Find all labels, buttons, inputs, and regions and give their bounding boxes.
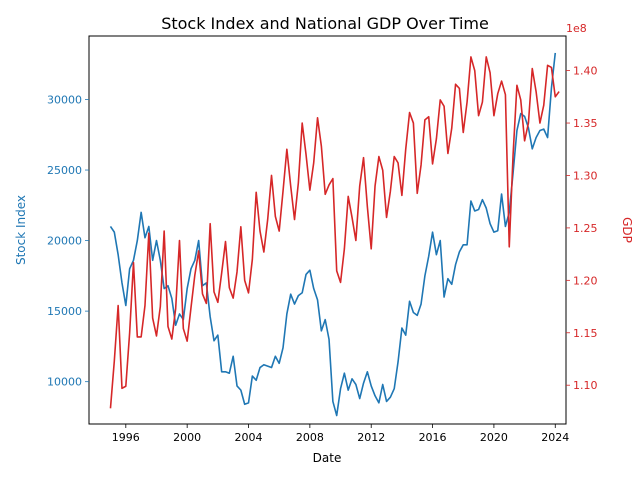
chart-title: Stock Index and National GDP Over Time	[161, 14, 489, 33]
x-axis: 1996 2000 2004 2008 2012 2016 2020 2024	[112, 424, 569, 444]
x-tick-label: 2004	[235, 431, 263, 444]
y-left-tick-label: 15000	[47, 305, 82, 318]
y-axis-right: 1.10 1.15 1.20 1.25 1.30 1.35 1.40	[566, 65, 598, 392]
y-right-tick-label: 1.35	[573, 117, 598, 130]
y-axis-left: 10000 15000 20000 25000 30000	[47, 93, 89, 389]
y-left-tick-label: 20000	[47, 235, 82, 248]
x-tick-label: 2012	[357, 431, 385, 444]
y-right-tick-label: 1.15	[573, 327, 598, 340]
x-tick-label: 2008	[296, 431, 324, 444]
y-left-tick-label: 10000	[47, 376, 82, 389]
gdp-line	[109, 56, 560, 409]
plot-area-frame	[88, 35, 567, 425]
y-left-tick-label: 30000	[47, 93, 82, 106]
x-tick-label: 2016	[419, 431, 447, 444]
series-layer	[109, 52, 560, 417]
x-tick-label: 2024	[541, 431, 569, 444]
y-right-tick-label: 1.25	[573, 222, 598, 235]
y-axis-right-multiplier: 1e8	[566, 22, 587, 35]
x-tick-label: 1996	[112, 431, 140, 444]
x-tick-label: 2020	[480, 431, 508, 444]
y-axis-left-label: Stock Index	[14, 195, 28, 265]
y-right-tick-label: 1.10	[573, 379, 598, 392]
y-axis-right-label: GDP	[620, 217, 634, 243]
y-left-tick-label: 25000	[47, 164, 82, 177]
x-axis-label: Date	[313, 451, 342, 465]
x-tick-label: 2000	[173, 431, 201, 444]
stock-index-line	[109, 52, 557, 417]
y-right-tick-label: 1.20	[573, 274, 598, 287]
y-right-tick-label: 1.40	[573, 65, 598, 78]
y-right-tick-label: 1.30	[573, 169, 598, 182]
